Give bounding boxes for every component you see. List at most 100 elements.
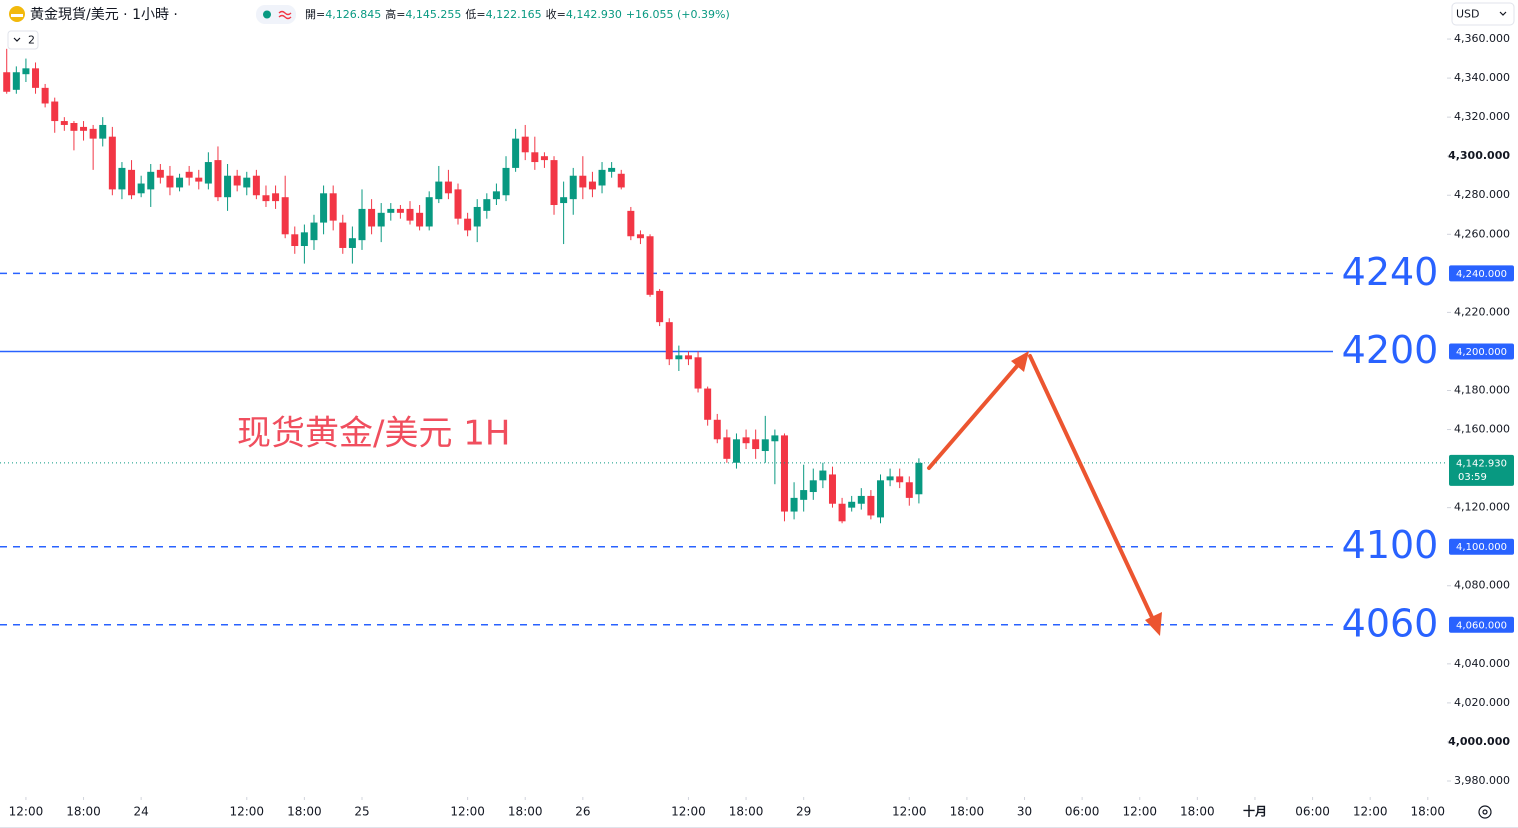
- y-tick-label: 4,280.000: [1454, 188, 1510, 201]
- currency-select[interactable]: [1451, 2, 1515, 26]
- candle-body: [166, 175, 174, 188]
- candle-body: [876, 480, 884, 518]
- candle-body: [761, 439, 769, 452]
- y-tick-label: 4,180.000: [1454, 383, 1510, 396]
- change: +16.055 (+0.39%): [626, 8, 730, 21]
- y-tick-label: 4,160.000: [1454, 423, 1510, 436]
- last-price-tag: [1449, 454, 1514, 486]
- candle-body: [713, 419, 721, 440]
- candle-body: [473, 206, 481, 227]
- candle-body: [320, 193, 328, 223]
- indicator-count: 2: [28, 34, 35, 47]
- candle-body: [224, 175, 232, 198]
- candle-body: [329, 193, 337, 221]
- candle-body: [89, 128, 97, 139]
- ohlc-value: 4,122.165: [486, 8, 542, 21]
- candle-body: [464, 218, 472, 231]
- candle-body: [108, 136, 116, 190]
- status-badge[interactable]: [256, 5, 296, 24]
- x-tick-label: 18:00: [1180, 805, 1215, 819]
- candle-body: [137, 183, 145, 194]
- candle-body: [300, 232, 308, 247]
- symbol-icon-bar: [11, 14, 23, 17]
- candle-body: [896, 476, 904, 483]
- settings-icon[interactable]: [1478, 805, 1492, 819]
- x-tick-label: 18:00: [66, 805, 101, 819]
- candle-body: [540, 156, 548, 161]
- candle-body: [204, 162, 212, 184]
- candle-body: [396, 208, 404, 213]
- candle-body: [694, 357, 702, 389]
- y-tick-label: 4,080.000: [1454, 579, 1510, 592]
- indicator-toggle[interactable]: [7, 30, 39, 50]
- candle-body: [579, 175, 587, 188]
- candle-body: [60, 121, 68, 125]
- level-tag-label: 4,060.000: [1456, 620, 1507, 631]
- currency: USD: [1456, 8, 1480, 21]
- x-tick-label: 12:00: [892, 805, 927, 819]
- x-tick-label: 18:00: [950, 805, 985, 819]
- candle-body: [387, 208, 395, 213]
- x-tick-label: 06:00: [1295, 805, 1330, 819]
- candle-body: [118, 167, 126, 190]
- level-label: 4060: [1342, 601, 1439, 645]
- candle-body: [704, 388, 712, 420]
- y-tick-label: 4,040.000: [1454, 657, 1510, 670]
- candle-body: [22, 68, 30, 75]
- x-tick-label: 12:00: [1122, 805, 1157, 819]
- x-tick-label: 18:00: [287, 805, 322, 819]
- candle-body: [272, 193, 280, 202]
- y-tick-label: 4,220.000: [1454, 305, 1510, 318]
- y-tick-label: 4,320.000: [1454, 110, 1510, 123]
- candle-body: [406, 208, 414, 221]
- x-tick-label: 29: [796, 805, 811, 819]
- candle-body: [492, 191, 500, 200]
- candle-body: [435, 181, 443, 200]
- candle-body: [790, 497, 798, 512]
- candle-body: [195, 177, 203, 182]
- y-tick-label: 4,000.000: [1448, 735, 1510, 748]
- candle-body: [800, 490, 808, 500]
- candle-body: [377, 212, 385, 227]
- candle-body: [339, 222, 347, 248]
- candle-body: [521, 136, 529, 153]
- candle-body: [560, 197, 568, 204]
- candle-body: [598, 169, 606, 186]
- x-tick-label: 18:00: [1410, 805, 1445, 819]
- candle-body: [233, 175, 241, 186]
- candle-body: [857, 495, 865, 504]
- candle-body: [243, 177, 251, 188]
- ohlc-label: 低=: [465, 8, 485, 21]
- level-tag-label: 4,100.000: [1456, 542, 1507, 553]
- candle-body: [828, 474, 836, 504]
- candle-body: [905, 482, 913, 498]
- candle-body: [819, 470, 827, 481]
- x-tick-label: 18:00: [508, 805, 543, 819]
- candle-body: [886, 476, 894, 481]
- candle-body: [512, 138, 520, 168]
- candle-body: [348, 238, 356, 248]
- symbol-title: 黄金現貨/美元 · 1小時 ·: [30, 6, 178, 23]
- status-dot: [263, 10, 271, 19]
- y-tick-label: 4,120.000: [1454, 501, 1510, 514]
- candle-body: [483, 199, 491, 211]
- level-tag: [1449, 265, 1514, 282]
- candle-body: [310, 222, 318, 241]
- plot: [0, 48, 1447, 626]
- level-label: 4240: [1342, 250, 1439, 294]
- candle-body: [684, 355, 692, 360]
- arrowhead: [1011, 351, 1029, 372]
- candle-body: [665, 322, 673, 360]
- candle-body: [358, 208, 366, 241]
- ohlc-value: 4,126.845: [325, 8, 381, 21]
- x-tick-label: 12:00: [671, 805, 706, 819]
- x-tick-label: 26: [575, 805, 590, 819]
- y-tick-label: 4,300.000: [1448, 149, 1510, 162]
- x-tick-label: 06:00: [1065, 805, 1100, 819]
- level-tag: [1449, 616, 1514, 633]
- candle-body: [454, 189, 462, 219]
- y-tick-label: 4,020.000: [1454, 696, 1510, 709]
- candle-body: [156, 169, 164, 178]
- y-tick-label: 4,360.000: [1454, 32, 1510, 45]
